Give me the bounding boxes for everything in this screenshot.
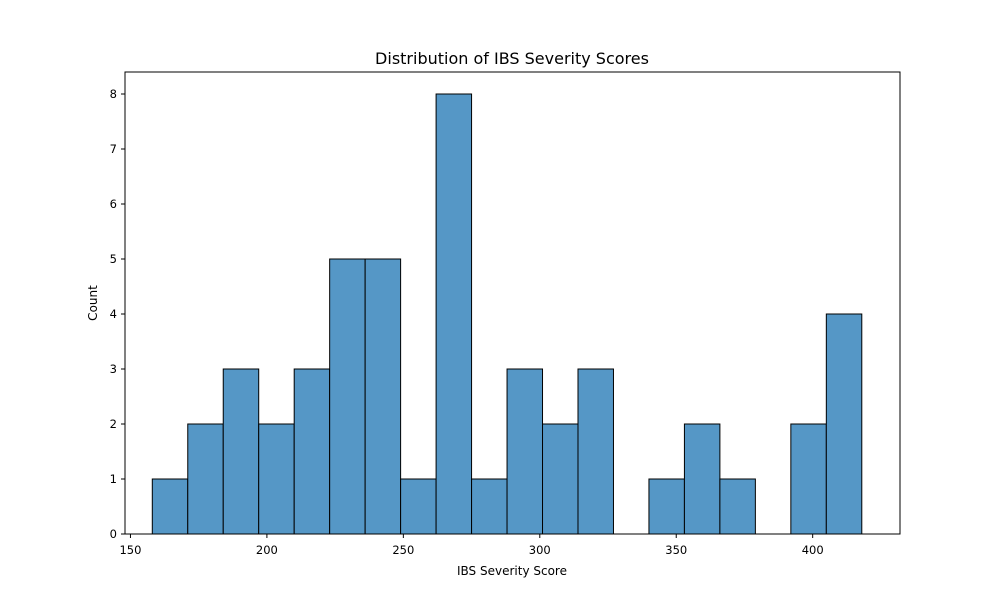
y-tick-label: 2 (110, 417, 117, 431)
chart-title: Distribution of IBS Severity Scores (375, 49, 649, 68)
y-tick-label: 4 (110, 307, 117, 321)
histogram-bar (329, 258, 366, 535)
x-tick-label: 300 (529, 543, 551, 557)
x-axis-ticks: 150 200 250 300 350 400 (119, 534, 824, 557)
histogram-bar (648, 478, 685, 535)
histogram-bar (577, 368, 614, 535)
histogram-bar (364, 258, 402, 535)
histogram-bar (400, 478, 437, 535)
histogram-bar (471, 478, 508, 535)
plot-area-frame (124, 71, 901, 535)
bars-group (151, 93, 863, 535)
y-axis-ticks: 0 1 2 3 4 5 6 7 8 (110, 87, 125, 541)
y-tick-label: 3 (110, 362, 117, 376)
y-tick-label: 8 (110, 87, 117, 101)
histogram-bar (435, 93, 473, 535)
histogram-bar (790, 423, 827, 535)
histogram-bar (293, 368, 331, 535)
x-axis-label: IBS Severity Score (457, 564, 567, 578)
histogram-bar (825, 313, 863, 535)
histogram-bar (683, 423, 721, 535)
x-tick-label: 200 (256, 543, 278, 557)
y-tick-label: 1 (110, 472, 117, 486)
y-axis-label: Count (86, 285, 100, 321)
y-tick-label: 0 (110, 527, 117, 541)
y-tick-label: 7 (110, 142, 117, 156)
x-tick-label: 250 (392, 543, 414, 557)
x-tick-label: 150 (119, 543, 141, 557)
y-tick-label: 5 (110, 252, 117, 266)
x-tick-label: 350 (665, 543, 687, 557)
y-tick-label: 6 (110, 197, 117, 211)
histogram-bar (719, 478, 756, 535)
histogram-bar (222, 368, 260, 535)
histogram-bar (542, 423, 579, 535)
histogram-bar (506, 368, 544, 535)
histogram-bar (258, 423, 295, 535)
histogram-bar (151, 478, 189, 535)
x-tick-label: 400 (802, 543, 824, 557)
histogram-bar (187, 423, 224, 535)
